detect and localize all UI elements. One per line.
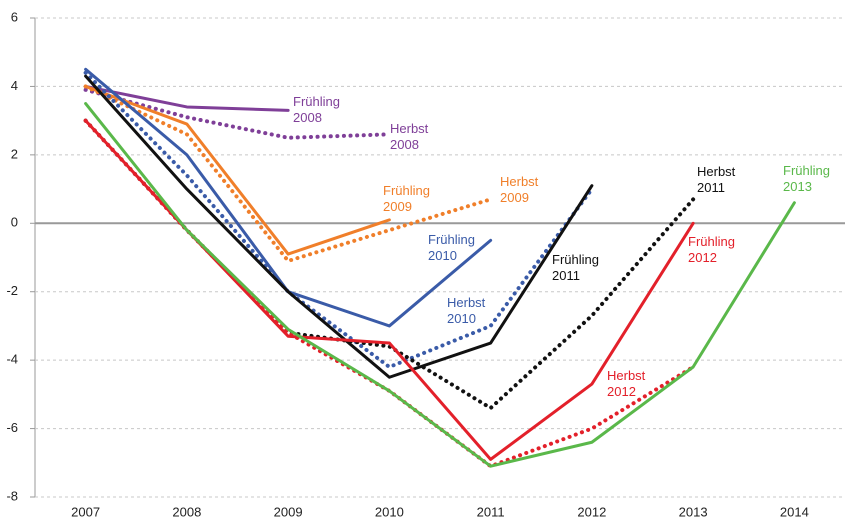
x-tick-label: 2009 bbox=[274, 504, 303, 519]
x-tick-label: 2014 bbox=[780, 504, 809, 519]
x-tick-label: 2011 bbox=[477, 504, 505, 519]
x-tick-label: 2012 bbox=[577, 504, 606, 519]
series-label: Frühling 2008 bbox=[293, 94, 340, 125]
y-tick-label: 4 bbox=[11, 78, 18, 93]
y-tick-label: -8 bbox=[6, 488, 18, 503]
series-label: Herbst 2009 bbox=[500, 174, 539, 205]
y-tick-label: -4 bbox=[6, 352, 18, 367]
series-label: Herbst 2011 bbox=[697, 164, 736, 195]
series-label: Frühling 2010 bbox=[428, 232, 475, 263]
y-tick-label: -2 bbox=[6, 283, 18, 298]
x-tick-label: 2007 bbox=[71, 504, 100, 519]
y-tick-label: 2 bbox=[11, 146, 18, 161]
series-label: Herbst 2010 bbox=[447, 295, 486, 326]
series-line bbox=[84, 102, 796, 468]
series-label: Frühling 2009 bbox=[383, 183, 430, 214]
series-label: Herbst 2008 bbox=[390, 121, 429, 152]
series-line bbox=[84, 84, 391, 256]
series-label: Frühling 2012 bbox=[688, 234, 735, 265]
series-line bbox=[83, 118, 696, 469]
series-line bbox=[84, 119, 695, 461]
series-line bbox=[83, 84, 493, 263]
series-label: Frühling 2011 bbox=[552, 252, 599, 283]
x-tick-label: 2013 bbox=[679, 504, 708, 519]
y-tick-label: 6 bbox=[11, 9, 18, 24]
series-line bbox=[83, 118, 696, 411]
series-line bbox=[84, 74, 594, 379]
series-label: Frühling 2013 bbox=[783, 163, 830, 194]
y-tick-label: -6 bbox=[6, 420, 18, 435]
series-line bbox=[83, 70, 594, 369]
series-line bbox=[83, 87, 392, 140]
series-line bbox=[84, 84, 290, 112]
y-tick-label: 0 bbox=[11, 215, 18, 230]
series-label: Herbst 2012 bbox=[607, 368, 646, 399]
x-tick-label: 2008 bbox=[172, 504, 201, 519]
x-tick-label: 2010 bbox=[375, 504, 404, 519]
